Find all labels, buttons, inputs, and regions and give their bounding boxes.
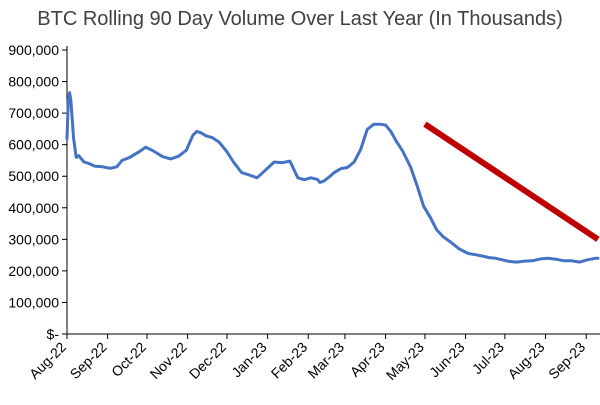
- y-tick-label: $-: [47, 326, 60, 342]
- trendline-annotation: [423, 121, 600, 242]
- y-tick-label: 400,000: [8, 200, 59, 216]
- chart-title: BTC Rolling 90 Day Volume Over Last Year…: [37, 8, 563, 30]
- series-line-0: [65, 91, 600, 264]
- x-tick-label: Jul-23: [469, 339, 507, 377]
- x-tick-label: Oct-22: [108, 339, 149, 380]
- x-tick-label: Feb-23: [268, 339, 311, 382]
- y-tick-label: 800,000: [8, 74, 59, 90]
- x-tick-label: Jan-23: [228, 339, 270, 381]
- series-group: [65, 91, 600, 264]
- x-tick-label: Sep-23: [545, 339, 588, 382]
- x-tick-label: May-23: [383, 339, 427, 383]
- y-tick-label: 100,000: [8, 294, 59, 310]
- y-tick-label: 300,000: [8, 231, 59, 247]
- y-tick-label: 900,000: [8, 42, 59, 58]
- y-tick-label: 600,000: [8, 137, 59, 153]
- x-tick-label: Apr-23: [347, 339, 388, 380]
- y-axis: $- 100,000 200,000 300,000 400,000 500,000 600…: [8, 42, 68, 342]
- x-tick-label: Aug-22: [26, 339, 69, 382]
- x-tick-label: Aug-23: [504, 339, 547, 382]
- x-tick-label: Sep-22: [67, 339, 110, 382]
- y-tick-label: 200,000: [8, 263, 59, 279]
- y-tick-label: 700,000: [8, 105, 59, 121]
- x-tick-label: Jun-23: [426, 339, 468, 381]
- y-tick-label: 500,000: [8, 168, 59, 184]
- x-tick-label: Dec-22: [186, 339, 229, 382]
- annotation-group: [423, 121, 600, 242]
- x-tick-label: Mar-23: [304, 339, 347, 382]
- x-tick-label: Nov-22: [147, 339, 190, 382]
